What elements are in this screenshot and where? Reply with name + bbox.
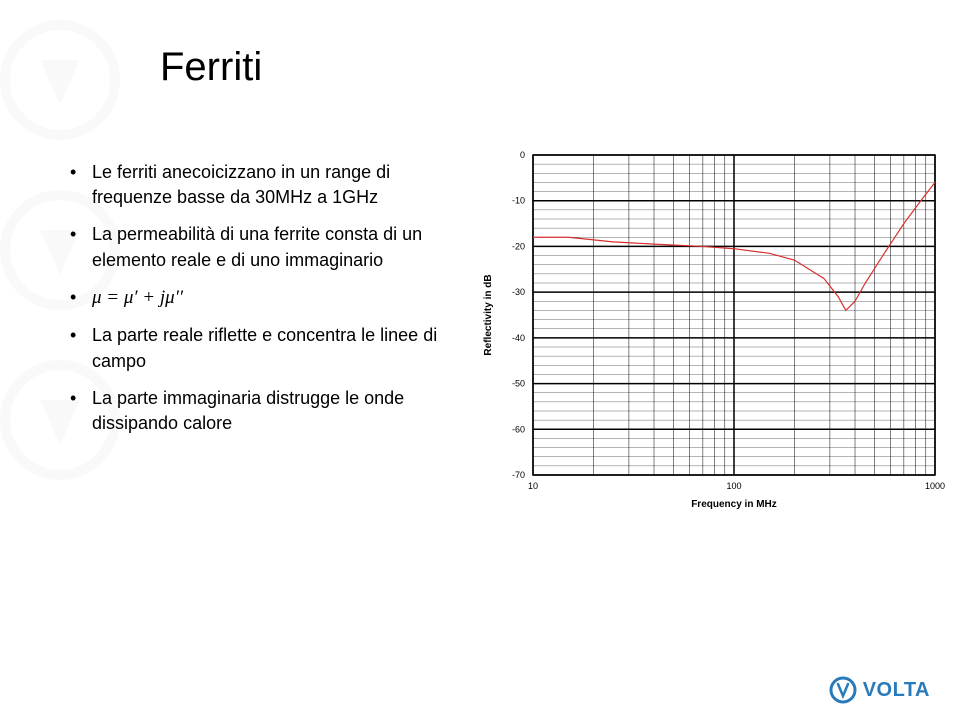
volta-logo-text: VOLTA [863, 679, 930, 702]
bullet-item: La parte immaginaria distrugge le onde d… [70, 386, 450, 436]
svg-text:10: 10 [528, 481, 538, 491]
bullet-text: La permeabilità di una ferrite consta di… [92, 224, 422, 269]
svg-text:-20: -20 [512, 241, 525, 251]
volta-logo-icon [829, 676, 857, 704]
slide: Ferriti Le ferriti anecoicizzano in un r… [0, 0, 960, 722]
slide-title: Ferriti [160, 45, 262, 90]
svg-text:-50: -50 [512, 379, 525, 389]
bullet-item: La permeabilità di una ferrite consta di… [70, 222, 450, 272]
svg-text:100: 100 [726, 481, 741, 491]
bullet-text: La parte reale riflette e concentra le l… [92, 325, 437, 370]
bullet-item: Le ferriti anecoicizzano in un range di … [70, 160, 450, 210]
svg-text:-60: -60 [512, 424, 525, 434]
svg-text:Reflectivity in dB: Reflectivity in dB [483, 274, 494, 355]
svg-text:1000: 1000 [925, 481, 945, 491]
svg-text:-70: -70 [512, 470, 525, 480]
reflectivity-chart: 0 -10 -20 -30 -40 -50 -60 -7010 100 1000 Reflectiv… [475, 145, 945, 515]
bullet-text: La parte immaginaria distrugge le onde d… [92, 388, 404, 433]
svg-text:-10: -10 [512, 196, 525, 206]
bullet-item: La parte reale riflette e concentra le l… [70, 323, 450, 373]
bullet-list: Le ferriti anecoicizzano in un range di … [70, 160, 450, 448]
bullet-text: Le ferriti anecoicizzano in un range di … [92, 162, 390, 207]
svg-text:-30: -30 [512, 287, 525, 297]
svg-text:Frequency in MHz: Frequency in MHz [691, 499, 777, 510]
svg-text:0: 0 [520, 150, 525, 160]
volta-logo: VOLTA [829, 676, 930, 704]
bullet-formula: μ = μ′ + jμ′′ [92, 287, 183, 308]
svg-text:-40: -40 [512, 333, 525, 343]
bullet-item: μ = μ′ + jμ′′ [70, 285, 450, 312]
